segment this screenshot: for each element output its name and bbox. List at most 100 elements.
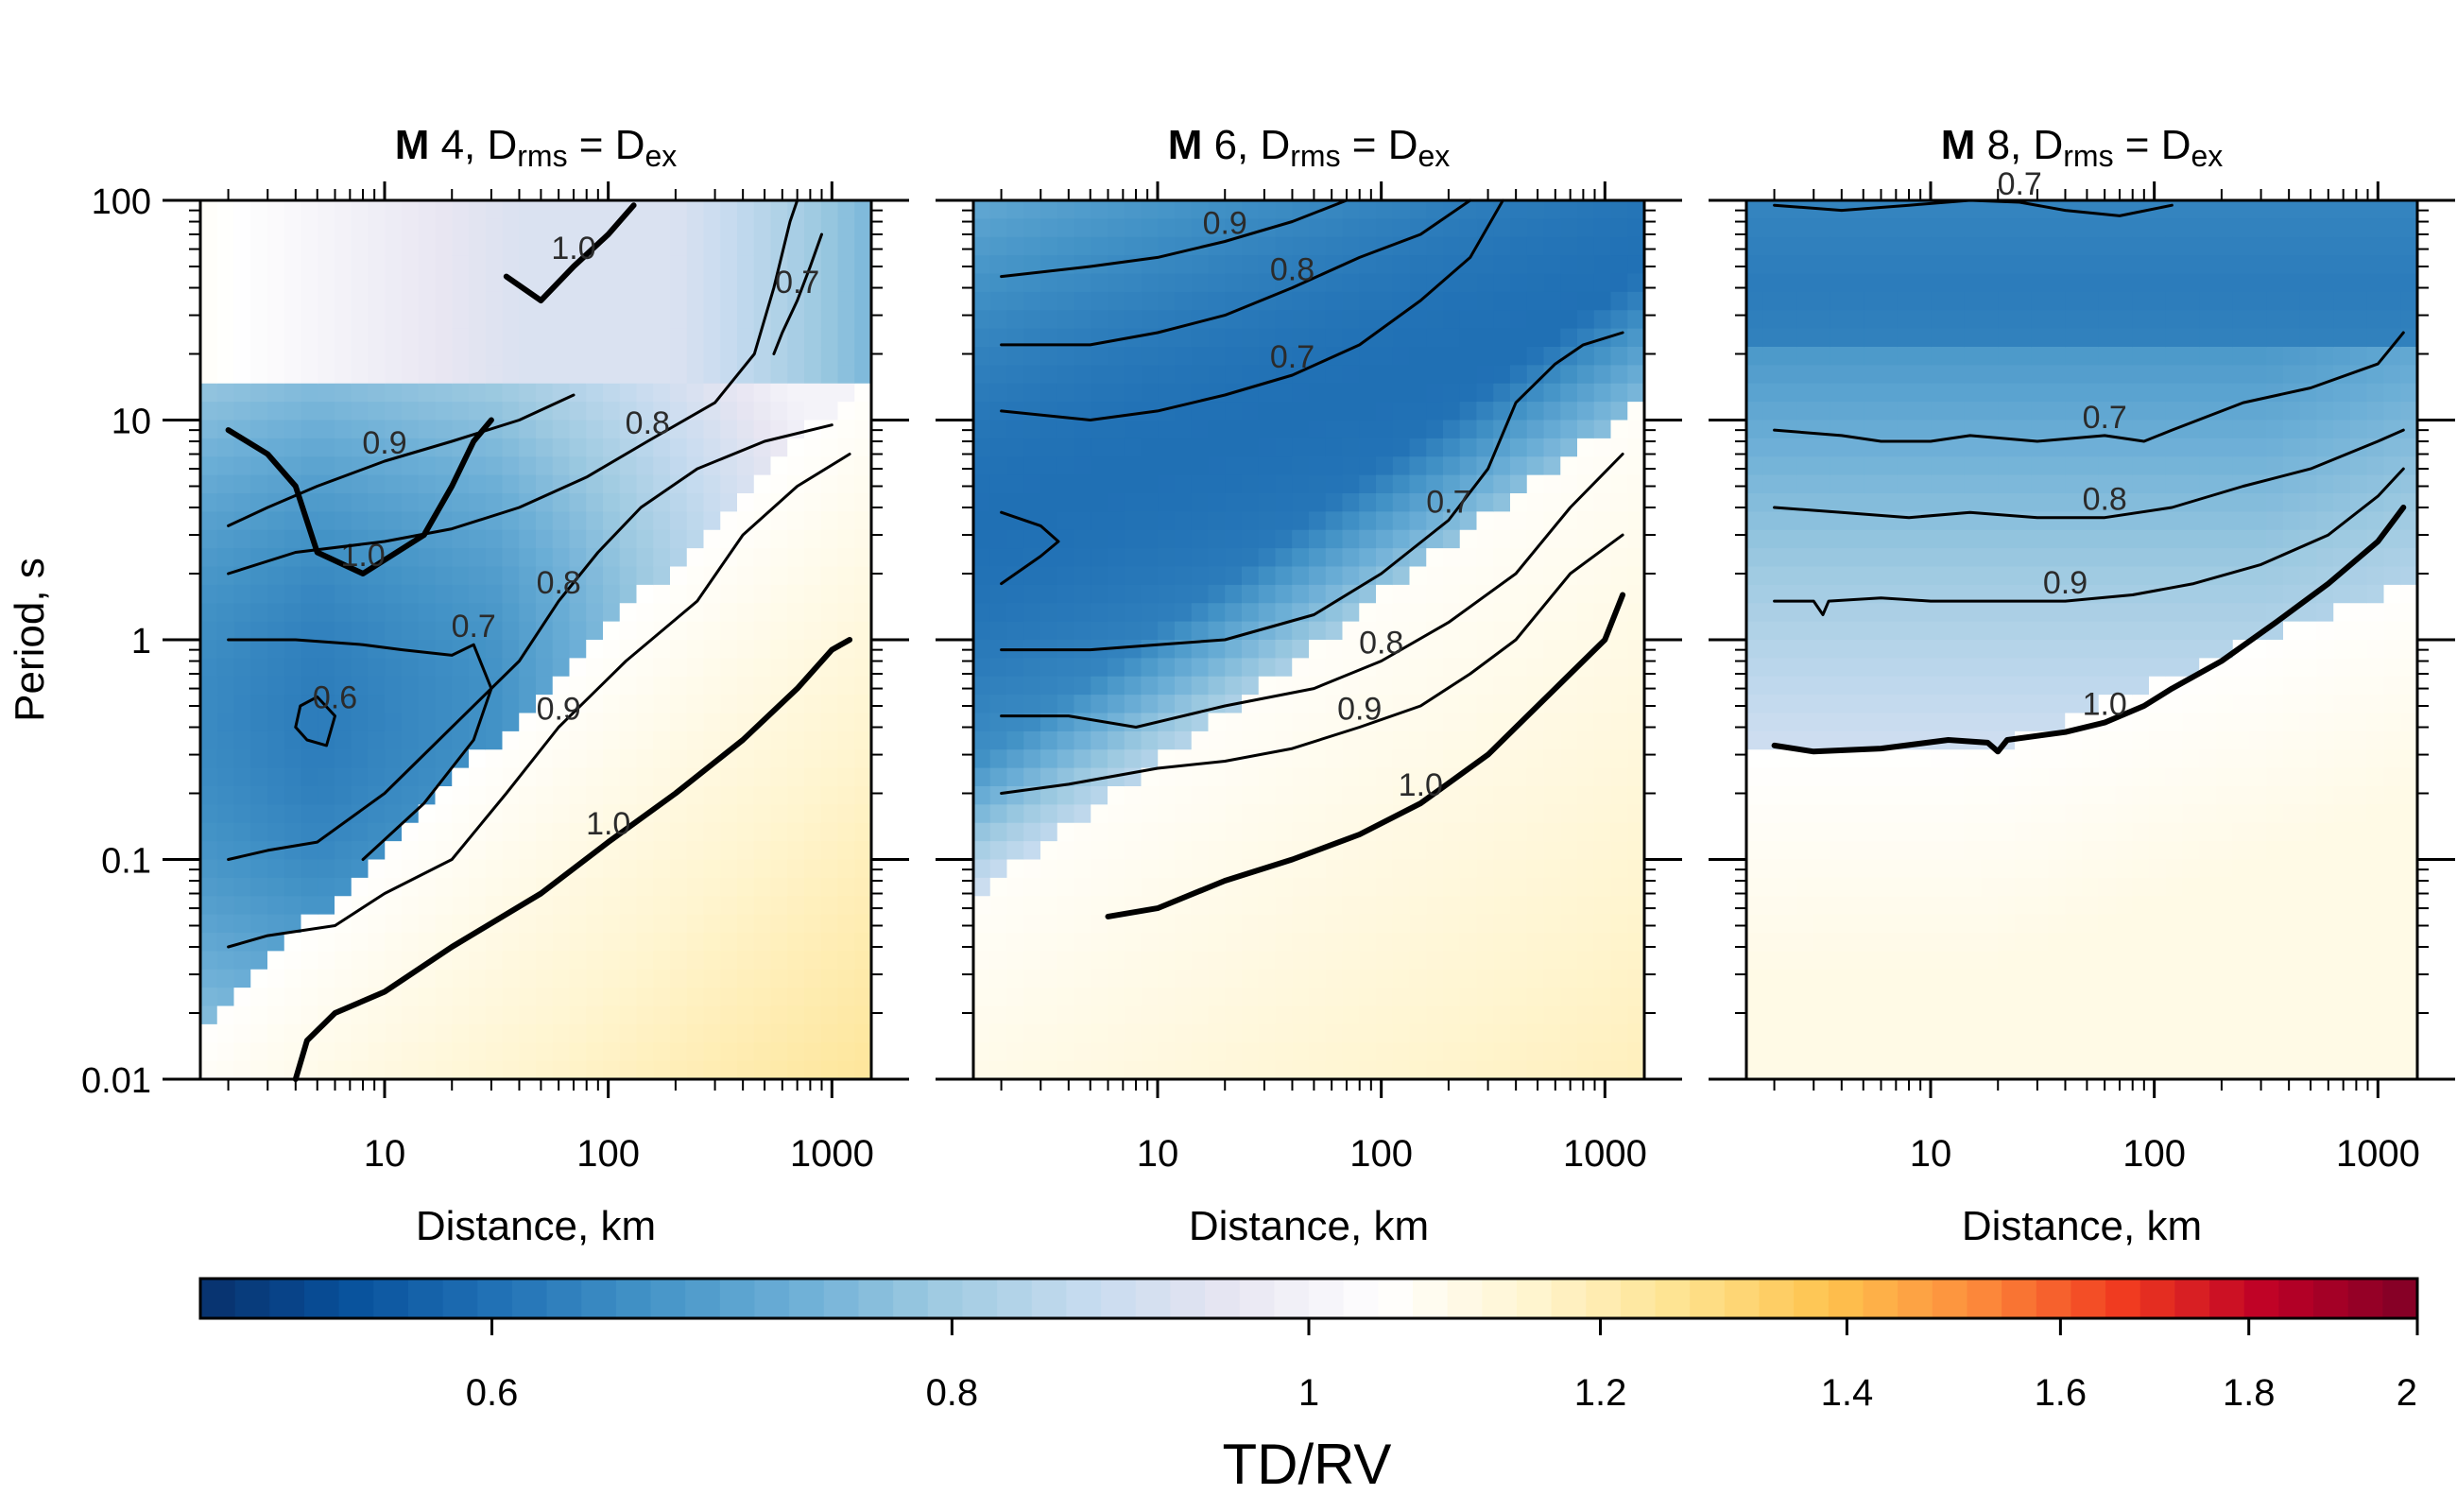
heat-cell (1847, 951, 1864, 971)
heat-cell (1526, 1005, 1545, 1025)
heat-cell (1309, 218, 1327, 238)
heat-cell (1796, 969, 1814, 988)
heat-cell (586, 603, 604, 623)
heat-cell (1779, 749, 1797, 769)
heat-cell (1426, 603, 1444, 623)
heat-cell (787, 640, 805, 659)
heat-cell (1342, 456, 1360, 476)
heat-cell (653, 1005, 671, 1025)
heat-cell (703, 640, 721, 659)
heat-cell (1762, 273, 1781, 293)
heat-cell (351, 383, 369, 403)
heat-cell (519, 841, 537, 861)
heat-cell (1208, 730, 1226, 750)
heat-cell (318, 695, 335, 714)
heat-cell (1309, 365, 1327, 385)
heat-cell (318, 236, 335, 256)
heat-cell (1309, 420, 1327, 439)
heat-cell (1325, 310, 1344, 330)
heat-cell (485, 218, 504, 238)
heat-cell (519, 347, 537, 366)
heat-cell (1593, 420, 1612, 439)
heat-cell (418, 1042, 437, 1062)
heat-cell (1543, 969, 1561, 988)
heat-cell (1998, 621, 2016, 641)
heat-cell (1493, 713, 1511, 732)
heat-cell (1443, 658, 1461, 678)
heat-cell (1981, 347, 1999, 366)
heat-cell (1376, 1060, 1394, 1080)
heat-cell (1175, 383, 1193, 403)
heat-cell (1091, 493, 1108, 512)
heat-cell (2015, 786, 2033, 805)
heat-cell (1459, 566, 1478, 586)
heat-cell (569, 402, 587, 421)
heat-cell (1493, 951, 1511, 971)
heat-cell (1175, 584, 1193, 604)
heat-cell (636, 676, 654, 696)
heat-cell (1376, 933, 1394, 952)
heat-cell (787, 621, 805, 641)
heat-cell (820, 474, 839, 494)
heat-cell (1998, 841, 2016, 861)
heat-cell (1443, 584, 1461, 604)
heat-cell (452, 273, 470, 293)
heat-cell (1981, 548, 1999, 568)
heat-cell (1309, 255, 1327, 275)
heat-cell (418, 1060, 437, 1080)
heat-cell (569, 933, 587, 952)
heat-cell (536, 584, 554, 604)
heat-cell (586, 859, 604, 879)
heat-cell (1746, 438, 1764, 457)
heat-cell (804, 310, 822, 330)
heat-cell (1560, 328, 1578, 348)
heat-cell (1006, 1023, 1024, 1043)
heat-cell (318, 933, 335, 952)
heat-cell (385, 749, 403, 769)
heat-cell (1275, 310, 1293, 330)
heat-cell (1108, 658, 1125, 678)
heat-cell (1208, 438, 1226, 457)
heat-cell (636, 420, 654, 439)
heat-cell (1510, 584, 1528, 604)
heat-cell (837, 548, 855, 568)
heat-cell (1964, 841, 1983, 861)
heat-cell (1948, 383, 1966, 403)
heat-cell (1998, 347, 2016, 366)
heat-cell (200, 236, 218, 256)
heat-cell (1914, 786, 1932, 805)
heat-cell (1526, 493, 1545, 512)
heat-cell (216, 695, 235, 714)
panel-title: M 6, Drms = Dex (1168, 122, 1451, 173)
heat-cell (1830, 1042, 1848, 1062)
heat-cell (973, 291, 991, 311)
heat-cell (267, 328, 285, 348)
heat-cell (586, 786, 604, 805)
heat-cell (1359, 841, 1377, 861)
heat-cell (787, 658, 805, 678)
heat-cell (1914, 438, 1932, 457)
heat-cell (1292, 566, 1310, 586)
heat-cell (603, 493, 621, 512)
heat-cell (435, 273, 453, 293)
heat-cell (1847, 933, 1864, 952)
heat-cell (1175, 456, 1193, 476)
heat-cell (1526, 474, 1545, 494)
heat-cell (1124, 877, 1143, 897)
heat-cell (1309, 236, 1327, 256)
contour-1-0 (1105, 592, 1626, 919)
heat-cell (1796, 529, 1814, 549)
heat-cell (485, 621, 504, 641)
heat-cell (1476, 988, 1494, 1007)
heat-cell (402, 786, 420, 805)
heat-cell (1225, 1023, 1243, 1043)
heat-cell (1242, 474, 1260, 494)
heat-cell (1258, 347, 1277, 366)
heat-cell (820, 841, 839, 861)
heat-cell (1897, 822, 1916, 842)
heat-cell (1292, 658, 1310, 678)
heat-cell (519, 383, 537, 403)
heat-cell (1796, 273, 1814, 293)
heat-cell (753, 365, 772, 385)
heat-cell (737, 548, 755, 568)
